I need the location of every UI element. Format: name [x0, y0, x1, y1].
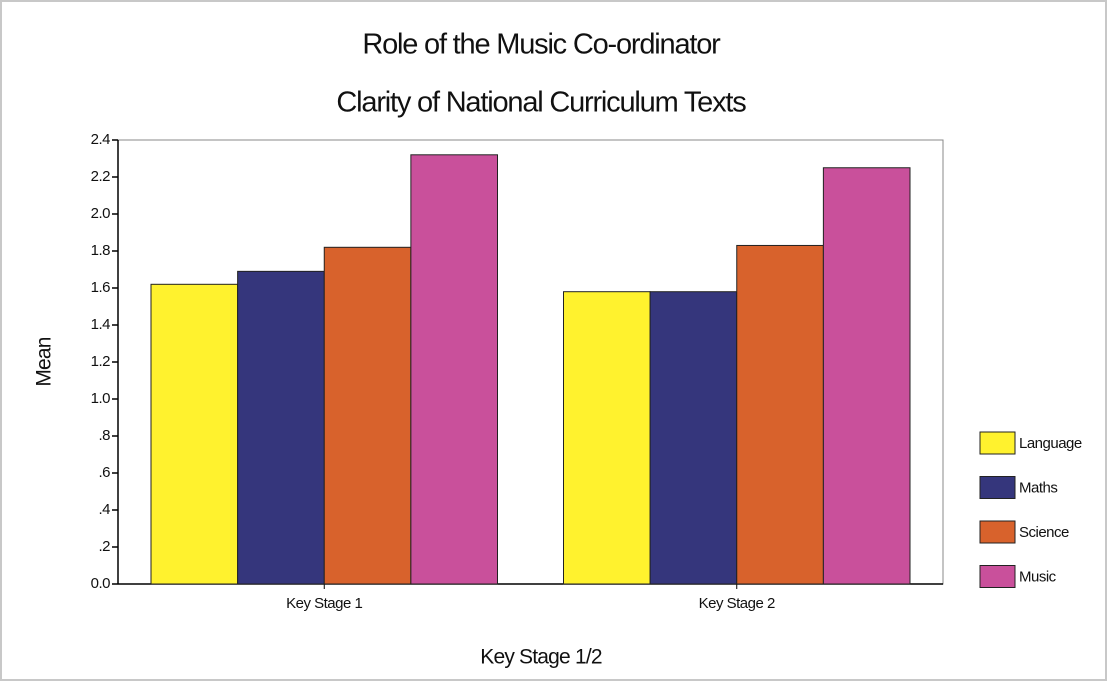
chart-subtitle: Clarity of National Curriculum Texts — [336, 87, 746, 119]
legend-swatch — [979, 476, 1016, 499]
x-tick-label: Key Stage 2 — [699, 595, 775, 612]
bar — [150, 283, 239, 585]
x-tick-label: Key Stage 1 — [286, 595, 362, 612]
y-tick-label: 1.6 — [91, 279, 111, 296]
y-tick-label: .8 — [98, 427, 110, 444]
chart-title: Role of the Music Co-ordinator — [362, 29, 721, 61]
legend-label: Language — [1019, 435, 1082, 452]
y-tick-label: 1.2 — [91, 353, 111, 370]
y-tick-label: 0.0 — [91, 575, 111, 592]
bar — [323, 246, 412, 585]
y-tick-label: 2.0 — [91, 205, 111, 222]
bar — [736, 244, 824, 585]
y-tick-label: 1.4 — [91, 316, 111, 333]
bar — [563, 291, 651, 585]
legend-label: Music — [1019, 568, 1057, 585]
legend-swatch — [979, 431, 1016, 455]
y-axis-label: Mean — [33, 337, 56, 386]
bar — [822, 167, 911, 585]
y-tick-label: 1.0 — [91, 390, 111, 407]
legend-label: Science — [1019, 524, 1069, 541]
bar — [649, 291, 738, 585]
legend-swatch — [979, 520, 1016, 544]
legend-label: Maths — [1019, 479, 1057, 496]
x-axis-label: Key Stage 1/2 — [480, 646, 602, 669]
y-tick-label: 1.8 — [91, 242, 111, 259]
legend-swatch — [979, 565, 1016, 588]
bar — [237, 270, 325, 585]
y-tick-label: 2.4 — [91, 131, 111, 148]
y-tick-label: .2 — [98, 538, 110, 555]
y-tick-label: .6 — [98, 464, 110, 481]
y-tick-label: .4 — [98, 501, 110, 518]
y-tick-label: 2.2 — [91, 168, 111, 185]
bar — [410, 154, 498, 585]
